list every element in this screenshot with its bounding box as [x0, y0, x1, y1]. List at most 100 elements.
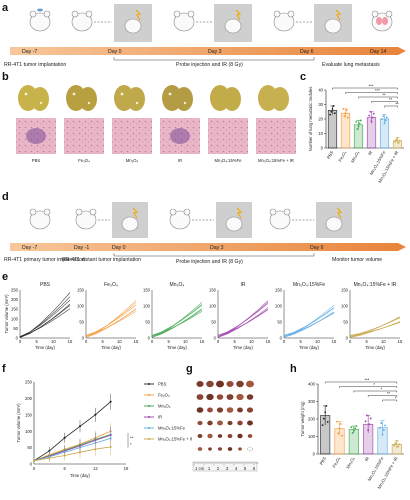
- legend-label: IR: [158, 415, 162, 420]
- significance-bracket: [384, 105, 398, 108]
- data-point: [382, 115, 385, 117]
- x-tick-label: 15: [200, 339, 205, 344]
- y-axis-label: Tumor volume (mm³): [4, 294, 9, 334]
- data-point: [371, 116, 374, 119]
- x-tick-label: 0: [33, 466, 36, 471]
- data-point: [337, 432, 340, 435]
- group-label: Mn₃O₄: [126, 158, 139, 163]
- data-point: [394, 442, 397, 445]
- metastatic-nodule: [120, 92, 124, 96]
- group-label: Mn₃O₄:15%Fe: [215, 158, 243, 163]
- y-tick-label: 200: [25, 396, 33, 401]
- lightning-icon: [235, 9, 242, 21]
- x-axis-label: Time (day): [101, 345, 121, 350]
- chart-c: 0 10 20 30 40 Number of lung metastatic nodul…: [308, 84, 404, 184]
- significance-label: *: [381, 387, 383, 392]
- legend-marker: [148, 394, 150, 396]
- x-tick-label: 10: [315, 339, 320, 344]
- mouse-icon: [75, 208, 97, 230]
- x-tick-label: 10: [51, 339, 56, 344]
- lightning-icon: [135, 9, 142, 21]
- y-tick-label: 0: [321, 146, 324, 151]
- metastatic-nodule: [87, 101, 91, 105]
- tumor-sample: [206, 393, 214, 401]
- lung-lobe: [79, 87, 97, 111]
- subplot-title: IR: [241, 282, 246, 288]
- data-point: [338, 427, 341, 430]
- subplot-title: Fe₃O₄: [104, 282, 118, 288]
- x-tick-label: 0: [19, 339, 22, 344]
- lung-photo: [114, 85, 145, 111]
- data-point: [324, 411, 327, 414]
- y-tick-label: 150: [77, 288, 85, 293]
- tumor-growth-line: [283, 307, 335, 336]
- x-tick-label: 15: [266, 339, 271, 344]
- tumor-growth-line: [85, 308, 137, 337]
- day-label: Day -7: [22, 245, 37, 251]
- y-tick-label: 0: [148, 336, 151, 341]
- tumor-growth-line: [151, 304, 203, 337]
- y-tick-label: 100: [25, 429, 33, 434]
- mouse-icon: [71, 10, 93, 32]
- y-tick-label: 20: [318, 117, 323, 122]
- day-label: Day 14: [370, 49, 387, 55]
- tumor-growth-line: [283, 312, 335, 336]
- y-tick-label: 200: [308, 417, 316, 422]
- tumor-sample: [196, 380, 204, 388]
- data-point: [336, 420, 338, 423]
- tumor-sample: [207, 407, 213, 413]
- y-tick-label: 10: [318, 131, 323, 136]
- data-point: [364, 420, 367, 423]
- tumor-sample: [206, 380, 214, 388]
- tumor-growth-line: [151, 311, 203, 336]
- data-point: [331, 107, 334, 110]
- lung-photo: [18, 85, 49, 111]
- y-tick-label: 30: [318, 102, 323, 107]
- data-point: [368, 114, 371, 117]
- lightning-icon: [132, 207, 139, 219]
- missing-tumor-marker: [247, 446, 253, 452]
- significance-bracket: [339, 386, 398, 388]
- tumor-sample: [246, 380, 254, 388]
- data-point: [342, 107, 345, 110]
- chart-f: 0 50 100 150 200 250 0 6 12 18 Time (day) Tumor vol…: [16, 380, 194, 478]
- ruler-label: 5: [244, 466, 247, 471]
- significance-label: **: [389, 97, 393, 102]
- data-point: [341, 434, 343, 437]
- panel-label-c: c: [300, 71, 306, 83]
- y-tick-label: 100: [77, 304, 85, 309]
- data-point: [351, 432, 354, 434]
- panel-label-f: f: [2, 363, 6, 375]
- lung-lobe: [31, 87, 49, 111]
- x-tick-label: IR: [367, 150, 373, 156]
- y-tick-label: 100: [143, 304, 151, 309]
- metastatic-nodule: [135, 101, 139, 105]
- data-point: [384, 119, 387, 122]
- mouse-with-lungs-icon: [371, 10, 393, 32]
- series-line: [33, 434, 111, 462]
- y-axis-label: Number of lung metastatic nodules: [308, 87, 313, 152]
- tumor-sample: [216, 407, 224, 413]
- data-point: [325, 404, 328, 407]
- tumor-growth-line: [151, 301, 203, 338]
- panel-label-g: g: [186, 363, 193, 375]
- lung-lobe: [175, 87, 193, 111]
- tumor-growth-line: [19, 296, 71, 338]
- ruler-label: 3: [226, 466, 229, 471]
- timeline-arrow: [10, 243, 406, 251]
- tumor-growth-line: [283, 307, 335, 337]
- legend-marker: [148, 438, 150, 440]
- x-tick-label: PBS: [319, 456, 328, 466]
- y-tick-label: 40: [318, 88, 323, 93]
- lung-photo: [210, 85, 241, 111]
- tumor-photo: 1 cm 1 2 3 4 5 6: [192, 374, 259, 482]
- data-point: [333, 112, 336, 115]
- data-point: [355, 121, 358, 123]
- legend-marker: [148, 416, 150, 418]
- y-tick-label: 0: [313, 452, 316, 457]
- tumor-sample: [237, 433, 243, 439]
- data-point: [372, 112, 375, 115]
- data-point: [395, 138, 398, 141]
- tumor-sample: [227, 447, 233, 451]
- legend-label: Mn₃O₄:15%Fe + IR: [158, 437, 194, 442]
